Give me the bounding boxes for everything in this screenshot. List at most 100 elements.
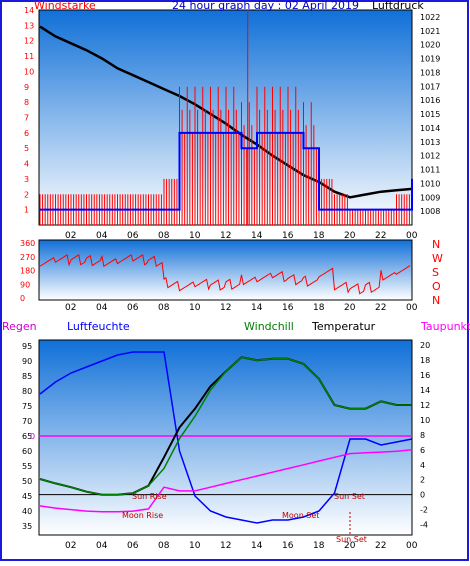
pressure-axis-title: Luftdruck (372, 0, 424, 12)
x-tick-label-dir: 00 (406, 303, 418, 313)
x-tick-label-dir: 08 (158, 303, 170, 313)
x-tick-label-hum: 04 (96, 541, 108, 551)
temperature-tick-label: 10 (420, 416, 430, 425)
wind-tick-label: 8 (24, 98, 29, 107)
temperature-tick-label: 0 (420, 491, 425, 500)
wind-tick-label: 7 (24, 114, 29, 123)
x-tick-label-hum: 18 (313, 541, 325, 551)
x-tick-label-hum: 06 (127, 541, 139, 551)
humidity-tick-label: 95 (22, 342, 32, 351)
pressure-tick-label: 1020 (420, 41, 440, 50)
wind-tick-label: 10 (24, 67, 34, 76)
annotation-sun-set: Sun Set (334, 492, 365, 501)
x-tick-label-dir: 18 (313, 303, 325, 313)
x-tick-label-dir: 04 (96, 303, 108, 313)
temperature-tick-label: 12 (420, 401, 430, 410)
direction-compass-W: W (432, 252, 443, 265)
wind-tick-label: 12 (24, 37, 34, 46)
wind-tick-label: 5 (24, 144, 29, 153)
pressure-tick-label: 1021 (420, 27, 440, 36)
x-tick-label-hum: 02 (65, 541, 76, 551)
pressure-tick-label: 1017 (420, 82, 440, 91)
pressure-tick-label: 1022 (420, 13, 440, 22)
wind-tick-label: 9 (24, 83, 29, 92)
pressure-tick-label: 1011 (420, 166, 440, 175)
x-tick-label-dir: 20 (344, 303, 356, 313)
x-tick-label-hum: 16 (282, 541, 294, 551)
x-tick-label-wind: 06 (127, 231, 139, 241)
pressure-tick-label: 1018 (420, 68, 440, 77)
pressure-tick-label: 1013 (420, 138, 440, 147)
x-tick-label-dir: 14 (251, 303, 263, 313)
temperature-tick-label: 16 (420, 371, 430, 380)
temperature-tick-label: 4 (420, 461, 425, 470)
wind-tick-label: 11 (24, 52, 34, 61)
pressure-tick-label: 1016 (420, 96, 440, 105)
wind-tick-label: 6 (24, 129, 29, 138)
wind-tick-label: 14 (24, 6, 34, 15)
humidity-tick-label: 90 (22, 357, 32, 366)
pressure-tick-label: 1010 (420, 179, 440, 188)
direction-tick-label: 180 (20, 267, 35, 276)
rain-axis-title: Regen (2, 320, 37, 333)
temperature-tick-label: -4 (420, 521, 428, 530)
humidity-tick-label: 60 (22, 447, 32, 456)
direction-tick-label: 360 (20, 239, 35, 248)
direction-tick-label: 90 (20, 280, 30, 289)
humidity-tick-label: 45 (22, 492, 32, 501)
humidity-tick-label: 35 (22, 522, 32, 531)
rain-zero-label: 0 (30, 432, 35, 441)
humidity-tick-label: 65 (22, 432, 32, 441)
annotation-moon-set: Moon Set (282, 511, 319, 520)
dewpoint-legend: Taupunkt (420, 320, 470, 333)
x-tick-label-wind: 22 (375, 231, 386, 241)
pressure-tick-label: 1012 (420, 152, 440, 161)
temperature-tick-label: 2 (420, 476, 425, 485)
direction-series-line (39, 254, 411, 295)
chart-title: 24 hour graph day : 02 April 2019 (172, 0, 359, 12)
wind-tick-label: 4 (24, 160, 29, 169)
x-tick-label-hum: 20 (344, 541, 356, 551)
humidity-tick-label: 55 (22, 462, 32, 471)
wind-tick-label: 13 (24, 21, 34, 30)
temperature-tick-label: 18 (420, 356, 430, 365)
humidity-legend: Luftfeuchte (67, 320, 130, 333)
x-tick-label-wind: 18 (313, 231, 325, 241)
wind-direction-panel (38, 239, 413, 301)
direction-tick-label: 0 (20, 294, 25, 303)
direction-compass-N: N (432, 294, 440, 307)
pressure-tick-label: 1014 (420, 124, 440, 133)
annotation-sun-set: Sun Set (336, 535, 367, 544)
direction-tick-label: 270 (20, 253, 35, 262)
annotation-moon-rise: Moon Rise (122, 511, 163, 520)
pressure-tick-label: 1009 (420, 193, 440, 202)
humidity-tick-label: 70 (22, 417, 32, 426)
humidity-tick-label: 40 (22, 507, 32, 516)
x-tick-label-hum: 08 (158, 541, 170, 551)
x-tick-label-hum: 22 (375, 541, 386, 551)
humidity-tick-label: 75 (22, 402, 32, 411)
x-tick-label-wind: 20 (344, 231, 356, 241)
x-tick-label-wind: 16 (282, 231, 294, 241)
x-tick-label-wind: 08 (158, 231, 170, 241)
humidity-tick-label: 85 (22, 372, 32, 381)
windchill-series-line (39, 356, 412, 496)
temperature-tick-label: 20 (420, 341, 430, 350)
x-tick-label-wind: 04 (96, 231, 108, 241)
temperature-tick-label: -2 (420, 506, 428, 515)
temperature-tick-label: 8 (420, 431, 425, 440)
humidity-temperature-panel (38, 339, 413, 536)
humidity-series-line (39, 351, 413, 524)
pressure-tick-label: 1008 (420, 207, 440, 216)
direction-compass-O: O (432, 280, 441, 293)
x-tick-label-dir: 12 (220, 303, 231, 313)
direction-compass-N: N (432, 238, 440, 251)
wind-tick-label: 2 (24, 190, 29, 199)
pressure-tick-label: 1015 (420, 110, 440, 119)
chart-marks: Sun Rise Moon Rise Moon Set Sun Set Sun Set (39, 10, 413, 544)
